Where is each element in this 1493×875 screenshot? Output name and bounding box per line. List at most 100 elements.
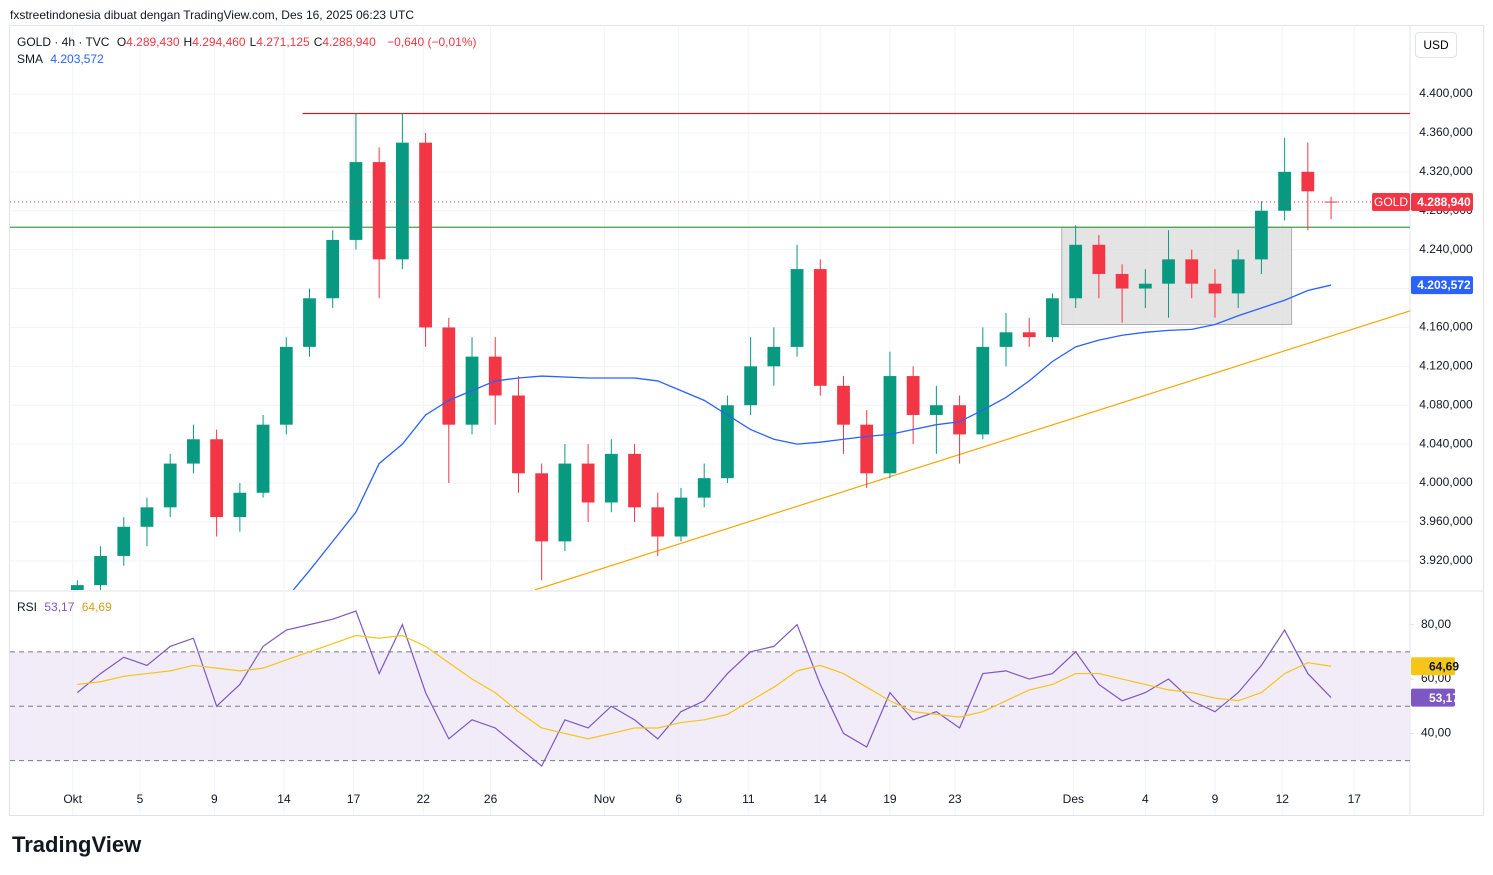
candle-body [372,162,386,260]
x-tick-label: 5 [137,792,144,806]
sma-price-label: 4.203,572 [1417,278,1471,292]
axes: 3.920,000 3.960,000 4.000,000 4.040,000 4.08… [63,86,1473,806]
range-box [1061,226,1293,326]
rsi-name: RSI [17,600,38,614]
candle-body [163,463,177,508]
y-tick-label: 40,00 [1421,726,1451,740]
y-tick-label: 4.360,000 [1419,125,1473,139]
candle-body [860,424,874,474]
last-name: GOLD [1374,195,1408,209]
x-tick-label: 4 [1142,792,1149,806]
candle-body [790,269,804,347]
x-tick-label: 12 [1276,792,1290,806]
candle-body [256,424,270,493]
candle-body [976,346,990,435]
last-name-bg [1372,193,1410,212]
candle-body [744,366,758,406]
candle-body [442,327,456,425]
sma-value: 4.203,572 [50,52,104,66]
candle-body [929,405,943,415]
candle-body [674,497,688,537]
ohlc-key: H [183,35,193,49]
x-tick-label: 9 [1212,792,1219,806]
ohlc-value: 4.271,125 [256,35,310,49]
candle-body [1278,171,1292,211]
rsi-legend: RSI 53,17 64,69 [17,600,116,614]
candle-body [813,269,827,386]
candle-body [349,162,363,240]
candle-body [1022,332,1036,338]
x-tick-label: 14 [814,792,828,806]
rsi-pane [10,592,1410,815]
candle-body [419,142,432,328]
candle-body [721,405,734,479]
y-tick-label: 4.240,000 [1419,242,1473,256]
candle-body [395,142,409,260]
candle-body [279,346,293,425]
x-tick-label: 22 [417,792,431,806]
candle-body [326,239,340,299]
candle-body [1092,244,1106,274]
y-tick-label: 3.920,000 [1419,553,1473,567]
candle-body [233,492,247,518]
credit: fxstreetindonesia dibuat dengan TradingV… [10,8,415,22]
change: −0,640 (−0,01%) [387,35,477,49]
sma-legend: SMA 4.203,572 [17,52,108,66]
candle-body [1138,283,1152,289]
candle-body [581,463,595,503]
candle-body [697,478,711,498]
price-pane [10,25,1410,590]
candle-body [140,507,154,527]
legend: GOLD · 4h · TVC O4.289,430 H4.294,460 L4.2… [17,35,481,49]
x-tick-label: Des [1063,792,1084,806]
candle-body [906,376,920,415]
sma-line [292,284,1332,590]
candle-body [1208,283,1222,294]
sma-price-label-bg [1411,276,1473,295]
candle-body [1185,259,1199,284]
candle-body [1046,298,1059,338]
y-tick-label: 80,00 [1421,617,1451,631]
ohlc-value: 4.294,460 [192,35,246,49]
candle-body [883,376,897,474]
candle-body [1115,273,1129,289]
y-tick-label: 4.120,000 [1419,359,1473,373]
candle-body [1255,210,1268,260]
ohlc-value: 4.289,430 [126,35,180,49]
candle-body [303,298,316,347]
ohlc-key: O [116,35,127,49]
candle-body [535,473,549,542]
trend-line [534,310,1410,590]
x-tick-label: 9 [211,792,218,806]
candle-body [1162,259,1175,284]
sma-name: SMA [17,52,44,66]
rsi-ma-value: 64,69 [81,600,112,614]
rsi-value: 53,17 [44,600,75,614]
x-tick-label: 6 [675,792,682,806]
y-tick-label: 3.960,000 [1419,514,1473,528]
x-tick-label: 19 [883,792,897,806]
y-tick-label: 4.160,000 [1419,320,1473,334]
brand: TradingView [12,832,142,857]
candle-body [1231,259,1245,294]
candle-body [651,507,665,537]
y-tick-label: 4.400,000 [1419,86,1473,100]
candle-body [953,405,966,435]
ohlc-key: C [313,35,323,49]
rsi-value-label-bg [1411,657,1455,676]
rsi-value-label: 64,69 [1429,659,1459,673]
rsi-value-label-bg [1411,688,1455,707]
y-tick-label: 4.000,000 [1419,475,1473,489]
candle-body [1301,171,1315,192]
candle-body [187,439,200,464]
y-tick-label: 4.320,000 [1419,164,1473,178]
y-tick-label: 4.080,000 [1419,397,1473,411]
candle-body [604,453,618,503]
candle-body [767,346,781,367]
currency-button[interactable]: USD [1415,32,1457,58]
rsi-line [77,634,1332,740]
candle-body [1324,201,1338,203]
rsi-value-label: 53,17 [1429,691,1459,705]
